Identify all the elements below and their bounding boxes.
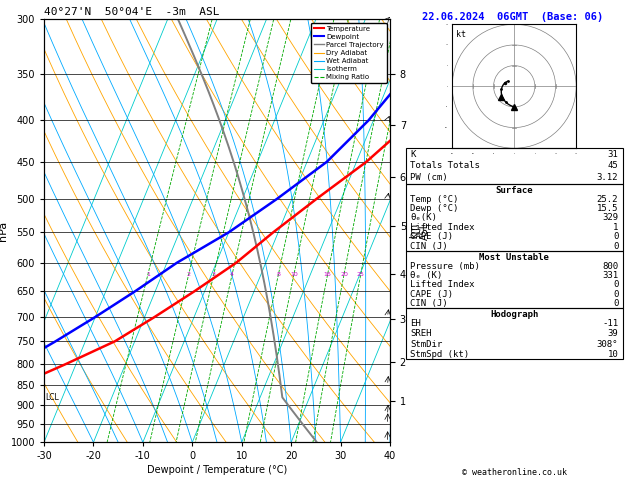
Text: Lifted Index: Lifted Index xyxy=(410,280,475,289)
Text: K: K xyxy=(410,150,416,158)
Text: 3.12: 3.12 xyxy=(597,174,618,182)
Text: 25: 25 xyxy=(357,272,365,277)
Text: 0: 0 xyxy=(613,280,618,289)
Text: EH: EH xyxy=(410,319,421,329)
Text: StmDir: StmDir xyxy=(410,340,442,348)
Text: 8: 8 xyxy=(277,272,281,277)
Text: Hodograph: Hodograph xyxy=(490,310,538,319)
Text: 10: 10 xyxy=(290,272,298,277)
Text: 22.06.2024  06GMT  (Base: 06): 22.06.2024 06GMT (Base: 06) xyxy=(422,12,603,22)
Text: StmSpd (kt): StmSpd (kt) xyxy=(410,349,469,359)
Text: CAPE (J): CAPE (J) xyxy=(410,290,453,298)
Text: Totals Totals: Totals Totals xyxy=(410,161,480,171)
Text: Surface: Surface xyxy=(496,186,533,195)
Text: 20: 20 xyxy=(340,272,348,277)
Text: 0: 0 xyxy=(613,290,618,298)
Text: 1: 1 xyxy=(613,223,618,232)
Text: 31: 31 xyxy=(608,150,618,158)
Text: SREH: SREH xyxy=(410,330,431,338)
Text: 39: 39 xyxy=(608,330,618,338)
Text: 2: 2 xyxy=(187,272,191,277)
Text: kt: kt xyxy=(457,31,466,39)
Text: Most Unstable: Most Unstable xyxy=(479,253,549,262)
Text: LCL: LCL xyxy=(45,393,59,402)
Text: Temp (°C): Temp (°C) xyxy=(410,194,459,204)
Text: 3: 3 xyxy=(212,272,216,277)
Text: 16: 16 xyxy=(324,272,331,277)
Text: θₑ(K): θₑ(K) xyxy=(410,213,437,223)
Text: 15.5: 15.5 xyxy=(597,204,618,213)
Text: CAPE (J): CAPE (J) xyxy=(410,232,453,241)
Text: 800: 800 xyxy=(602,261,618,271)
Text: 10: 10 xyxy=(608,349,618,359)
Text: 45: 45 xyxy=(608,161,618,171)
Text: © weatheronline.co.uk: © weatheronline.co.uk xyxy=(462,468,567,477)
Text: 0: 0 xyxy=(613,299,618,308)
Text: 4: 4 xyxy=(230,272,234,277)
Y-axis label: hPa: hPa xyxy=(0,221,8,241)
Y-axis label: km
ASL: km ASL xyxy=(409,222,430,240)
Text: CIN (J): CIN (J) xyxy=(410,242,448,251)
X-axis label: Dewpoint / Temperature (°C): Dewpoint / Temperature (°C) xyxy=(147,466,287,475)
Text: θₑ (K): θₑ (K) xyxy=(410,271,442,280)
Text: Pressure (mb): Pressure (mb) xyxy=(410,261,480,271)
Text: 308°: 308° xyxy=(597,340,618,348)
Text: Dewp (°C): Dewp (°C) xyxy=(410,204,459,213)
Text: CIN (J): CIN (J) xyxy=(410,299,448,308)
Text: -11: -11 xyxy=(602,319,618,329)
Text: 1: 1 xyxy=(146,272,150,277)
Legend: Temperature, Dewpoint, Parcel Trajectory, Dry Adiabat, Wet Adiabat, Isotherm, Mi: Temperature, Dewpoint, Parcel Trajectory… xyxy=(311,23,386,83)
Text: Lifted Index: Lifted Index xyxy=(410,223,475,232)
Text: 0: 0 xyxy=(613,242,618,251)
Text: 329: 329 xyxy=(602,213,618,223)
Text: PW (cm): PW (cm) xyxy=(410,174,448,182)
Text: 0: 0 xyxy=(613,232,618,241)
Text: 25.2: 25.2 xyxy=(597,194,618,204)
Text: 40°27'N  50°04'E  -3m  ASL: 40°27'N 50°04'E -3m ASL xyxy=(44,7,220,17)
Text: 331: 331 xyxy=(602,271,618,280)
